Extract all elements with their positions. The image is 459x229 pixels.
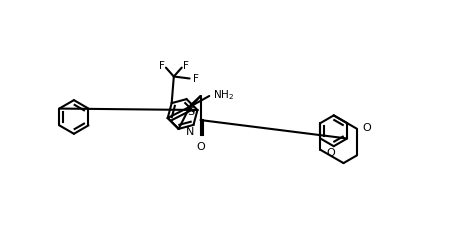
Text: NH$_2$: NH$_2$ (213, 88, 234, 101)
Text: O: O (325, 147, 334, 157)
Text: N: N (186, 126, 194, 136)
Text: S: S (187, 106, 194, 117)
Text: O: O (196, 141, 204, 151)
Text: F: F (192, 74, 198, 84)
Text: O: O (362, 122, 371, 132)
Text: F: F (159, 60, 164, 70)
Text: F: F (182, 60, 188, 70)
